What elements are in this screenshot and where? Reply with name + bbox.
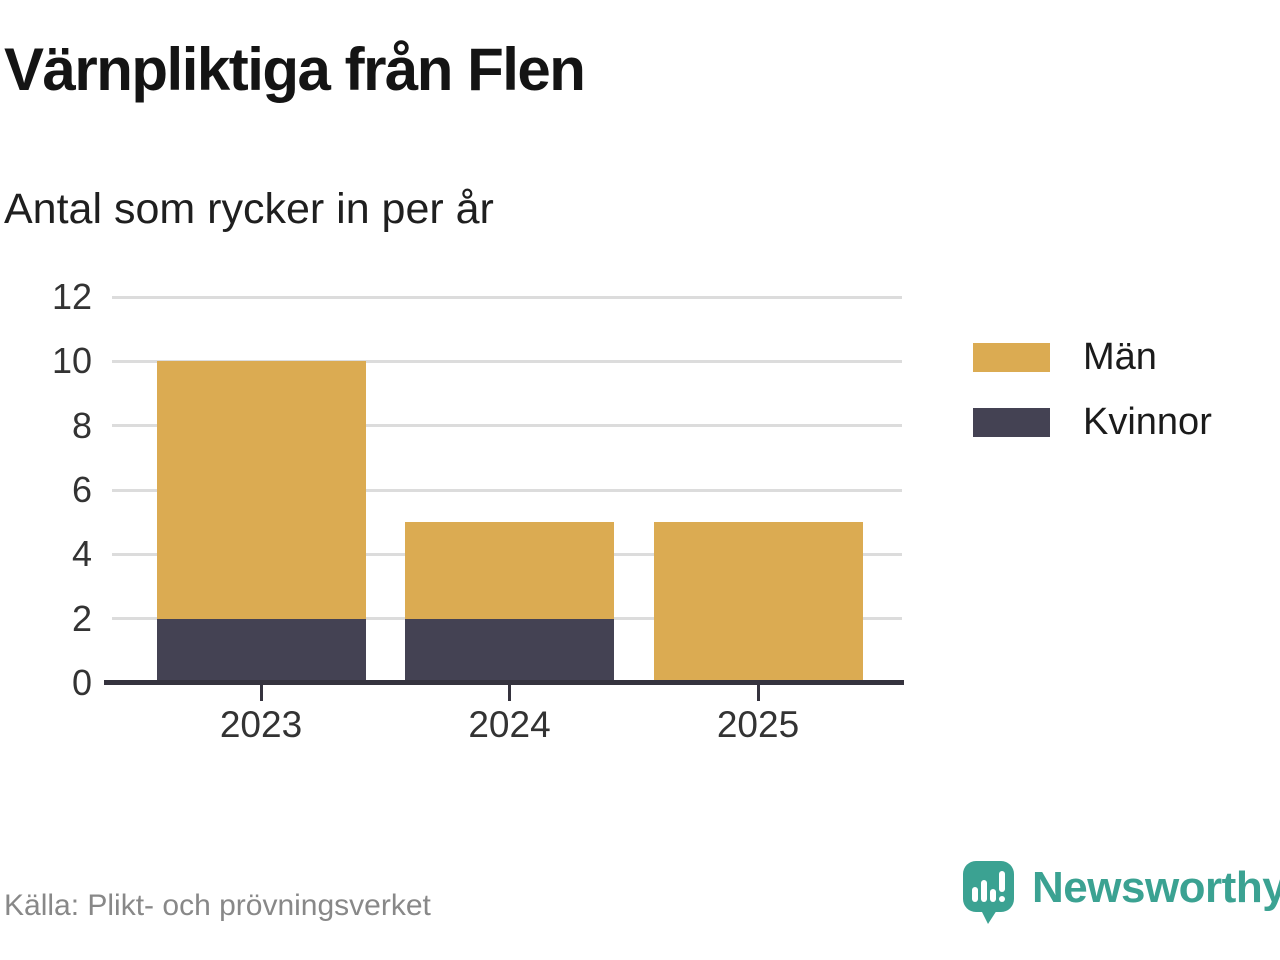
x-axis-tick <box>259 685 263 701</box>
newsworthy-logo: Newsworthy <box>962 860 1280 926</box>
bar-segment-2024-Män <box>405 522 614 619</box>
chart-subtitle: Antal som rycker in per år <box>4 185 494 233</box>
legend: Män Kvinnor <box>973 338 1212 441</box>
legend-label-women: Kvinnor <box>1083 401 1212 443</box>
x-axis-tick-label: 2025 <box>716 704 800 745</box>
y-axis-tick-label: 2 <box>71 597 92 639</box>
chart-title: Värnpliktiga från Flen <box>4 36 586 103</box>
y-axis-tick-label: 12 <box>51 276 92 317</box>
bar-segment-2025-Män <box>653 522 863 683</box>
y-axis-tick-label: 4 <box>71 533 92 575</box>
gridline <box>112 295 902 299</box>
x-axis-line <box>104 680 904 685</box>
x-axis-tick-label: 2023 <box>219 704 303 745</box>
bar-segment-2023-Män <box>156 361 366 619</box>
newsworthy-wordmark: Newsworthy <box>1032 863 1280 912</box>
source-note: Källa: Plikt- och prövningsverket <box>4 889 431 922</box>
x-axis-tick-label: 2024 <box>468 704 551 745</box>
legend-item-women: Kvinnor <box>973 403 1212 441</box>
legend-item-men: Män <box>973 338 1212 376</box>
y-axis-tick-label: 0 <box>71 662 92 703</box>
legend-swatch-men <box>973 342 1050 372</box>
gridline <box>112 359 902 363</box>
y-axis-tick-label: 6 <box>71 469 92 510</box>
gridline <box>112 424 902 428</box>
x-axis-tick <box>756 685 760 701</box>
x-axis-tick <box>508 685 511 701</box>
gridline <box>112 488 902 492</box>
bar-segment-2024-Kvinnor <box>405 618 614 683</box>
legend-swatch-women <box>973 407 1050 437</box>
legend-label-men: Män <box>1083 336 1157 378</box>
newsworthy-icon <box>963 861 1014 924</box>
y-axis-tick-label: 10 <box>51 340 92 382</box>
y-axis-tick-label: 8 <box>71 404 92 446</box>
bar-segment-2023-Kvinnor <box>156 618 366 683</box>
